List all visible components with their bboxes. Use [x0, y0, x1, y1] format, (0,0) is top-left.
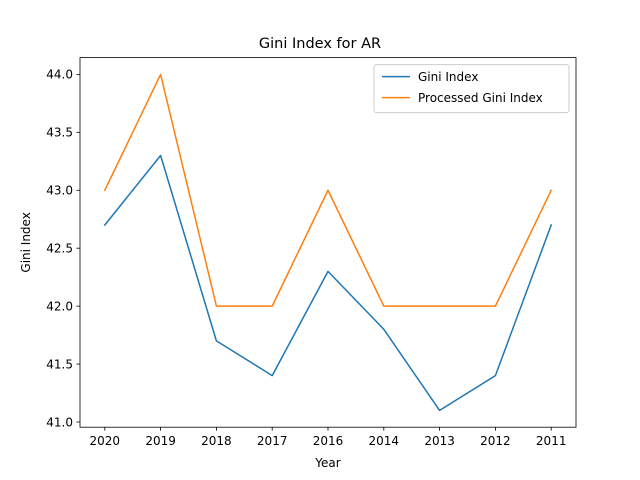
y-tick-label: 43.5 [46, 126, 73, 140]
x-tick-label: 2020 [90, 434, 121, 448]
y-tick-label: 44.0 [46, 68, 73, 82]
x-tick-label: 2016 [313, 434, 344, 448]
chart-title: Gini Index for AR [259, 36, 381, 52]
legend-label-1: Gini Index [418, 70, 478, 84]
y-axis-label: Gini Index [19, 212, 33, 272]
plot-lines [103, 73, 553, 412]
y-tick-label: 41.5 [46, 357, 73, 371]
y-axis: 41.0 41.5 42.0 42.5 43.0 43.5 44.0 [46, 68, 80, 429]
x-axis: 2020 2019 2018 2017 2016 2014 2013 2012 2011 [90, 427, 567, 448]
series-line-1 [103, 154, 553, 412]
x-tick-label: 2012 [480, 434, 511, 448]
y-tick-label: 42.5 [46, 241, 73, 255]
legend: Gini Index Processed Gini Index [373, 64, 570, 114]
x-axis-label: Year [314, 456, 340, 470]
legend-label-2: Processed Gini Index [418, 91, 543, 105]
x-tick-label: 2013 [424, 434, 455, 448]
legend-box [373, 64, 570, 114]
y-tick-label: 43.0 [46, 184, 73, 198]
x-tick-label: 2014 [369, 434, 400, 448]
x-tick-label: 2019 [145, 434, 176, 448]
y-tick-label: 42.0 [46, 299, 73, 313]
x-tick-label: 2011 [536, 434, 567, 448]
y-tick-label: 41.0 [46, 415, 73, 429]
series-line-2 [103, 73, 553, 307]
x-tick-label: 2018 [201, 434, 232, 448]
x-tick-label: 2017 [257, 434, 288, 448]
